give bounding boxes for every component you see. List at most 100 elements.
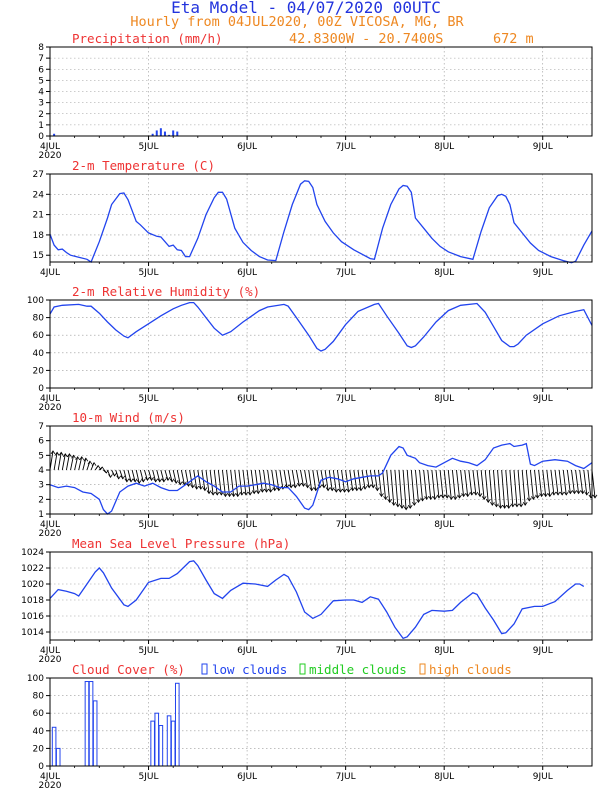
wind-barb-head [457,494,462,499]
wind-barb-head [592,494,598,499]
wind-barb-head [535,494,540,499]
precip-x-year-label: 2020 [39,151,62,161]
wind-line [49,442,593,515]
wind-barb-head [403,506,409,511]
wind-barb-head [305,484,310,489]
high-clouds-legend-label: high clouds [429,662,512,677]
temperature-y-tick-label: 27 [33,170,44,180]
wind-barb [525,469,530,501]
humidity-y-tick-label: 20 [33,366,45,376]
wind-barb [332,469,337,493]
wind-barb-head [539,493,544,498]
wind-barb [488,469,493,506]
wind-barb [78,456,83,471]
precip-x-tick-label: 5JUL [139,142,159,152]
clouds-x-tick-label: 9JUL [533,772,553,782]
wind-y-tick-label: 4 [38,466,44,476]
wind-barb-head [288,484,294,489]
wind-barb [152,469,157,482]
wind-barb [287,469,292,488]
wind-barb [562,469,567,495]
temperature-panel-title: 2-m Temperature (C) [72,158,215,173]
wind-barb [439,469,444,498]
cloud-bar [84,681,90,767]
wind-barb-head [157,478,163,483]
wind-barb-head [54,451,60,456]
wind-barb-head [219,491,224,496]
wind-barb-head [477,493,483,498]
wind-barb [484,469,489,503]
wind-y-tick-label: 7 [38,422,44,432]
wind-barb-head [510,503,516,508]
wind-barb [521,469,526,506]
pressure-line [49,560,585,640]
wind-barb-head [91,461,97,466]
clouds-y-tick-label: 0 [38,762,44,772]
wind-barb-head [120,475,126,480]
wind-barb [398,469,403,509]
clouds-x-tick-label: 5JUL [139,772,159,782]
wind-barb-head [255,490,261,495]
wind-barb [328,469,333,491]
wind-barb-head [329,487,335,492]
wind-barb-head [350,487,356,492]
wind-barb-head [141,478,146,483]
clouds-x-tick-label: 8JUL [434,772,454,782]
wind-barb-head [268,488,273,493]
wind-barb-head [559,491,565,496]
wind-barb-head [448,496,454,501]
wind-barb-head [424,496,429,501]
wind-barb-head [514,503,520,508]
temperature-y-tick-label: 21 [33,211,44,221]
wind-barb-head [481,496,487,501]
wind-barb [571,469,575,494]
wind-barb-head [555,491,561,496]
wind-barb-head [247,491,253,496]
wind-barb [308,469,313,491]
wind-x-tick-label: 7JUL [336,520,356,530]
wind-barb-head [568,490,573,495]
wind-barb-head [227,493,232,498]
wind-barb [390,469,395,506]
wind-barb-head [576,490,581,495]
wind-barb-head [210,491,216,496]
precip-bar [168,134,171,136]
wind-barb [131,469,136,482]
precip-y-tick-label: 3 [38,99,44,109]
humidity-y-tick-label: 60 [33,331,45,341]
wind-barb-head [169,478,175,483]
wind-barb [312,469,317,491]
wind-barb-head [260,488,265,493]
chart-subtitle: Hourly from 04JUL2020, 00Z VICOSA, MG, B… [130,14,464,30]
wind-barb-head [522,501,528,506]
wind-barb-head [243,491,249,496]
wind-barb-head [239,491,245,496]
wind-barb-head [194,485,200,490]
wind-barb [300,469,304,487]
wind-barb [353,469,358,491]
wind-barb-head [375,487,380,492]
wind-barb-head [95,464,101,469]
wind-barb [291,469,296,488]
wind-barb [410,469,415,506]
pressure-x-tick-label: 4JUL [40,646,60,656]
precip-y-tick-label: 1 [38,121,44,131]
humidity-line [49,301,593,352]
wind-barb-head [358,487,364,492]
wind-barb [382,469,387,500]
wind-barb-head [333,488,339,493]
cloud-bar [55,747,61,767]
precip-bar [176,131,179,136]
wind-barb-head [399,504,405,509]
wind-barb-head [420,497,425,502]
wind-x-tick-label: 8JUL [434,520,454,530]
wind-barb [197,469,202,490]
wind-barb [160,469,165,482]
wind-barb-head [531,496,536,501]
wind-barb-head [251,490,257,495]
wind-barb-head [391,501,397,506]
wind-barb-head [108,474,113,479]
wind-barb [534,469,538,498]
